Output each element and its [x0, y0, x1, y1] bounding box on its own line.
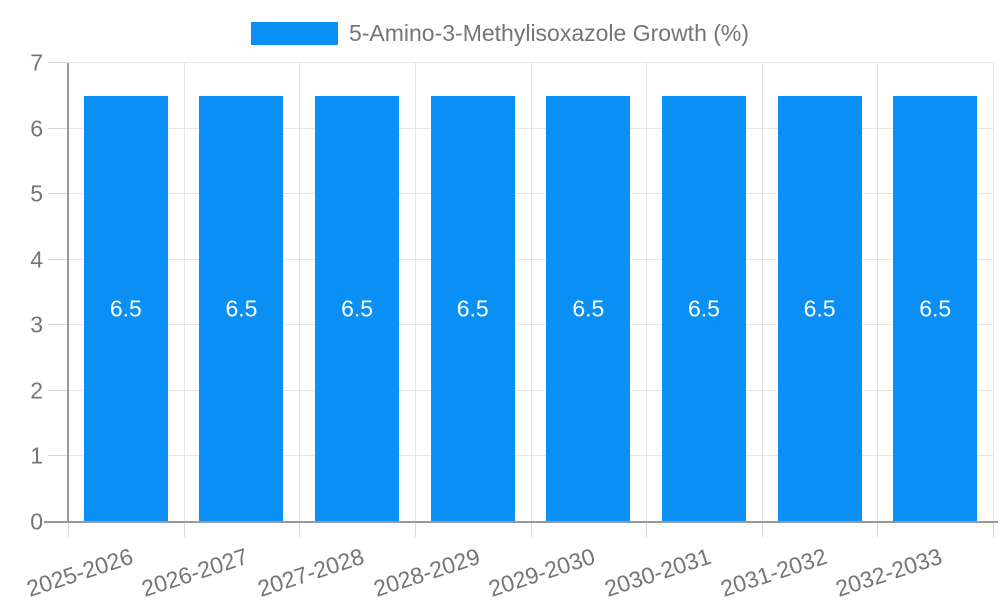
y-tick-mark: [48, 193, 68, 195]
y-axis-tick-label: 2: [30, 377, 43, 404]
x-axis-tick-label-text: 2028-2029: [370, 543, 483, 600]
x-axis-tick-label-text: 2029-2030: [485, 543, 599, 600]
x-tick-mark: [646, 522, 648, 537]
x-tick-mark: [993, 522, 994, 537]
x-tick-mark: [530, 522, 532, 537]
legend-label: 5-Amino-3-Methylisoxazole Growth (%): [348, 20, 750, 46]
y-tick-mark: [48, 324, 68, 326]
bar-value-label: 6.5: [572, 295, 605, 322]
x-tick-mark: [299, 522, 301, 537]
bar: [199, 95, 284, 522]
bar: [661, 95, 746, 522]
bar-value-label: 6.5: [109, 295, 142, 322]
x-axis-tick-label-text: 2030-2031: [601, 543, 714, 600]
chart-legend[interactable]: 5-Amino-3-Methylisoxazole Growth (%): [0, 20, 1000, 47]
v-gridline: [646, 63, 648, 522]
v-gridline: [414, 63, 416, 522]
bar: [315, 95, 400, 522]
x-tick-mark: [761, 522, 763, 537]
y-tick-mark: [48, 127, 68, 129]
x-tick-mark: [414, 522, 416, 537]
x-axis-tick-label-text: 2027-2028: [254, 543, 368, 600]
bar: [546, 95, 631, 522]
y-axis-line: [67, 63, 69, 522]
v-gridline: [993, 63, 994, 522]
x-tick-mark: [183, 522, 185, 537]
y-axis-tick-label: 7: [30, 49, 43, 76]
h-gridline: [68, 62, 993, 63]
legend-swatch-icon: [250, 22, 338, 45]
y-tick-mark: [48, 258, 68, 260]
bar-value-label: 6.5: [803, 295, 836, 322]
y-axis-tick-label: 1: [30, 442, 43, 469]
y-tick-mark: [48, 62, 68, 63]
v-gridline: [877, 63, 879, 522]
x-tick-mark: [68, 522, 69, 537]
x-axis-line: [44, 521, 998, 523]
bar-value-label: 6.5: [225, 295, 258, 322]
x-axis-tick-label-text: 2032-2033: [832, 543, 946, 600]
bar: [893, 95, 978, 522]
y-tick-mark: [48, 389, 68, 391]
y-tick-mark: [48, 455, 68, 457]
y-axis-tick-label: 6: [30, 115, 43, 142]
v-gridline: [299, 63, 301, 522]
bar-value-label: 6.5: [919, 295, 952, 322]
bar-value-label: 6.5: [687, 295, 720, 322]
x-axis-tick-label-text: 2031-2032: [716, 543, 830, 600]
v-gridline: [761, 63, 763, 522]
bar-value-label: 6.5: [456, 295, 489, 322]
bar: [83, 95, 168, 522]
y-axis-tick-label: 5: [30, 180, 43, 207]
y-axis-tick-label: 0: [30, 508, 43, 535]
v-gridline: [530, 63, 532, 522]
x-axis-tick-label-text: 2026-2027: [138, 543, 252, 600]
y-axis-tick-label: 4: [30, 246, 43, 273]
v-gridline: [183, 63, 185, 522]
x-axis-tick-label-text: 2025-2026: [23, 543, 136, 600]
x-tick-mark: [877, 522, 879, 537]
y-axis-tick-label: 3: [30, 311, 43, 338]
bar: [430, 95, 515, 522]
bar: [777, 95, 862, 522]
bar-value-label: 6.5: [341, 295, 374, 322]
